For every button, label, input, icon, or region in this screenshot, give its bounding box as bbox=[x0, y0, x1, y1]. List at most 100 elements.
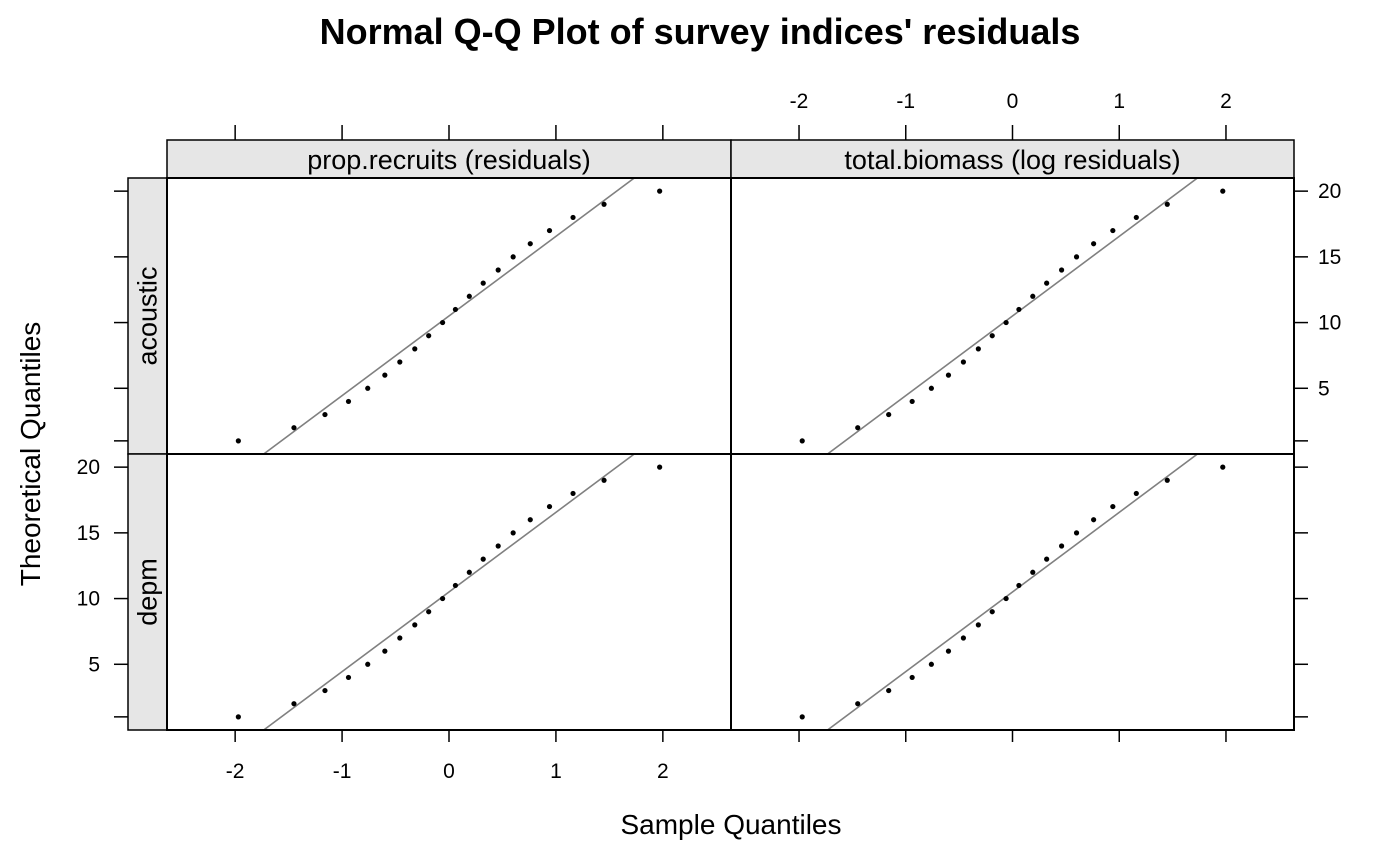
x-tick-label-top-c1: 0 bbox=[1007, 90, 1019, 113]
panels-layer: prop.recruits (residuals) total.biomass (… bbox=[77, 90, 1342, 783]
data-point bbox=[546, 227, 553, 234]
data-point bbox=[510, 530, 516, 536]
x-tick-label-top-c1: 1 bbox=[1113, 90, 1125, 113]
y-tick-label-right-r0: 10 bbox=[1318, 312, 1341, 335]
data-point bbox=[495, 543, 501, 549]
reference-line-2 bbox=[262, 454, 636, 730]
data-point bbox=[397, 359, 403, 365]
data-point bbox=[345, 398, 352, 405]
x-tick-label-bottom-c0: 0 bbox=[443, 760, 455, 783]
data-point bbox=[1003, 319, 1009, 326]
data-point bbox=[1030, 569, 1036, 575]
data-point bbox=[322, 687, 328, 694]
data-point bbox=[291, 701, 297, 707]
column-strip-label-0: prop.recruits (residuals) bbox=[307, 145, 591, 175]
data-point bbox=[382, 648, 388, 654]
x-tick-label-top-c1: -1 bbox=[896, 90, 915, 113]
data-point bbox=[960, 359, 967, 365]
data-point bbox=[855, 701, 861, 707]
data-point bbox=[1016, 306, 1022, 313]
data-point bbox=[466, 293, 472, 299]
data-point bbox=[1091, 241, 1097, 247]
data-point bbox=[365, 385, 371, 391]
data-point bbox=[975, 622, 981, 628]
data-point bbox=[1016, 582, 1022, 589]
data-point bbox=[426, 333, 432, 339]
column-strip-0 bbox=[166, 139, 732, 179]
data-point bbox=[480, 556, 486, 562]
y-tick-label-left-r1: 5 bbox=[88, 653, 100, 676]
data-point bbox=[989, 333, 995, 339]
data-point bbox=[1058, 267, 1065, 273]
data-point bbox=[1110, 227, 1116, 234]
y-tick-label-left-r1: 15 bbox=[77, 522, 100, 545]
data-point bbox=[1030, 293, 1036, 299]
data-point bbox=[570, 214, 576, 221]
data-point bbox=[1220, 464, 1226, 470]
data-point bbox=[1133, 214, 1139, 221]
data-point bbox=[382, 372, 388, 378]
data-point bbox=[546, 503, 553, 510]
data-point bbox=[1133, 490, 1139, 497]
reference-line-1 bbox=[826, 178, 1199, 454]
panel-2 bbox=[235, 454, 663, 730]
data-point bbox=[960, 635, 967, 641]
data-point bbox=[989, 609, 995, 615]
data-point bbox=[1220, 188, 1226, 194]
data-point bbox=[1110, 503, 1116, 510]
data-point bbox=[1073, 254, 1080, 260]
data-point bbox=[527, 517, 533, 523]
y-tick-label-right-r0: 20 bbox=[1318, 180, 1341, 203]
data-point bbox=[1091, 517, 1097, 523]
x-tick-label-bottom-c0: -1 bbox=[333, 760, 352, 783]
x-tick-label-bottom-c0: -2 bbox=[226, 760, 245, 783]
data-point bbox=[439, 595, 446, 602]
data-point bbox=[527, 241, 533, 247]
data-point bbox=[945, 648, 952, 654]
data-point bbox=[495, 267, 501, 273]
panel-0 bbox=[235, 178, 663, 454]
y-tick-label-right-r0: 15 bbox=[1318, 246, 1341, 269]
data-point bbox=[601, 201, 607, 207]
data-point bbox=[975, 346, 981, 352]
data-point bbox=[235, 438, 241, 444]
y-tick-label-left-r1: 20 bbox=[77, 456, 100, 479]
data-point bbox=[510, 254, 516, 260]
data-point bbox=[426, 609, 432, 615]
data-point bbox=[909, 398, 915, 405]
data-point bbox=[928, 385, 934, 391]
data-point bbox=[1164, 477, 1170, 483]
reference-line-3 bbox=[826, 454, 1199, 730]
data-point bbox=[345, 674, 352, 681]
data-point bbox=[855, 425, 861, 431]
x-tick-label-top-c1: 2 bbox=[1220, 90, 1232, 113]
data-point bbox=[1044, 280, 1050, 286]
row-strip-label-0: acoustic bbox=[133, 266, 163, 365]
data-point bbox=[397, 635, 403, 641]
chart-title: Normal Q-Q Plot of survey indices' resid… bbox=[320, 11, 1081, 52]
data-point bbox=[799, 714, 805, 720]
data-point bbox=[909, 674, 915, 681]
data-point bbox=[945, 372, 952, 378]
data-point bbox=[466, 569, 472, 575]
data-point bbox=[601, 477, 607, 483]
data-point bbox=[480, 280, 486, 286]
data-point bbox=[657, 464, 663, 470]
data-point bbox=[412, 346, 418, 352]
x-axis-label: Sample Quantiles bbox=[620, 809, 841, 840]
data-point bbox=[235, 714, 241, 720]
row-strip-0 bbox=[127, 177, 168, 455]
data-point bbox=[570, 490, 576, 497]
panel-1 bbox=[799, 178, 1226, 454]
data-point bbox=[1073, 530, 1080, 536]
data-point bbox=[439, 319, 446, 326]
row-strip-label-1: depm bbox=[133, 558, 163, 626]
reference-line-0 bbox=[262, 178, 636, 454]
data-point bbox=[799, 438, 805, 444]
data-point bbox=[365, 661, 371, 667]
y-axis-label: Theoretical Quantiles bbox=[15, 322, 46, 587]
column-strip-1 bbox=[730, 139, 1295, 179]
data-point bbox=[452, 306, 459, 313]
